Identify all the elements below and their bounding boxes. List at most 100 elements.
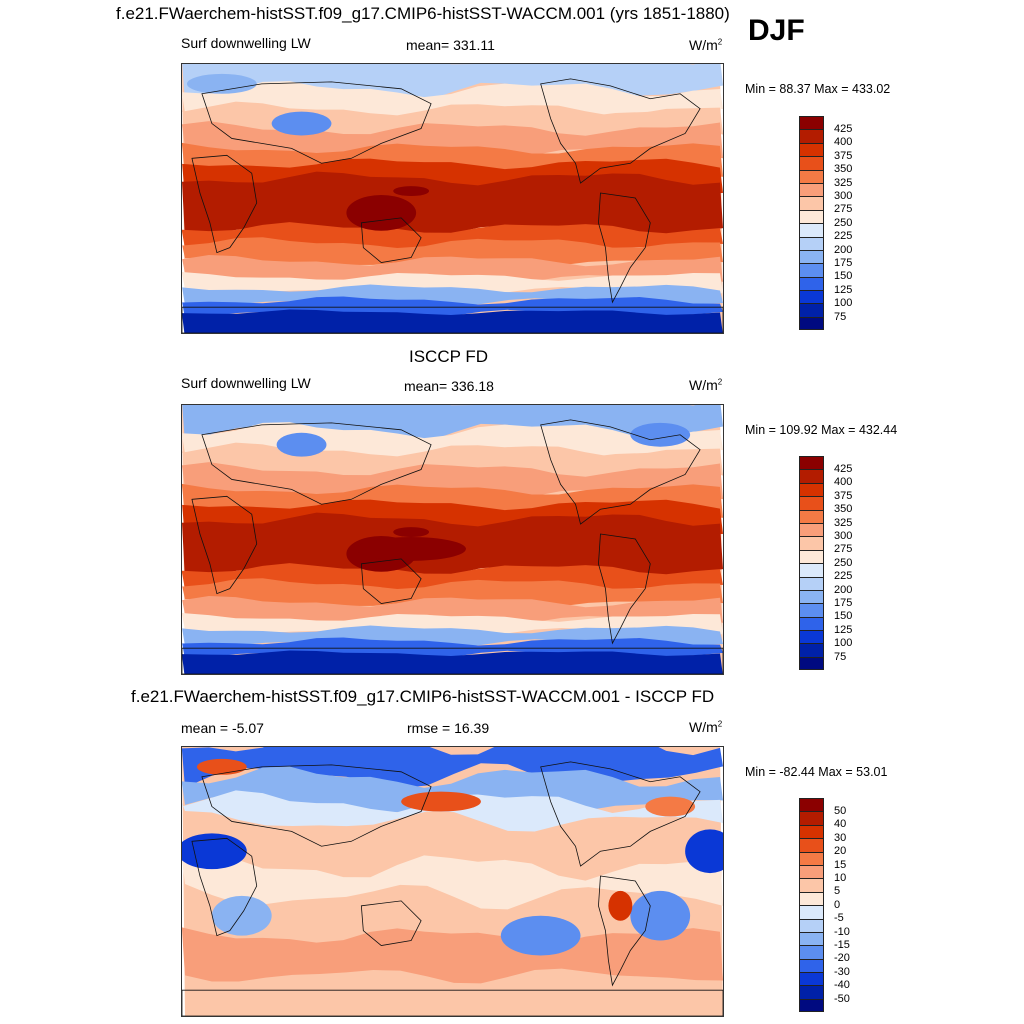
colorbar-tick-label: 175 [834, 256, 853, 269]
colorbar-segment [800, 945, 823, 959]
colorbar-segment [800, 116, 823, 130]
panel-2-colorbar [799, 456, 824, 671]
field-contour [685, 829, 723, 874]
colorbar-segment [800, 209, 823, 224]
colorbar-tick-label: 30 [834, 831, 847, 844]
panel-1-title: f.e21.FWaerchem-histSST.f09_g17.CMIP6-hi… [116, 4, 730, 23]
colorbar-segment [800, 589, 823, 604]
field-contour [182, 833, 247, 870]
colorbar-tick-label: 100 [834, 637, 853, 650]
colorbar-segment [800, 496, 823, 510]
colorbar-segment [800, 630, 823, 644]
colorbar-segment [800, 236, 823, 250]
coastline [598, 533, 651, 645]
colorbar-tick-label: 200 [834, 243, 853, 256]
panel-1-map [181, 63, 724, 334]
panel-3-mean-label: mean = -5.07 [181, 720, 264, 736]
coastline [201, 764, 432, 847]
colorbar-tick-label: 150 [834, 610, 853, 623]
coastline [540, 419, 701, 525]
colorbar-tick-label: 0 [834, 898, 841, 911]
colorbar-segment [800, 905, 823, 919]
panel-3-minmax: Min = -82.44 Max = 53.01 [745, 765, 888, 779]
colorbar-tick-label: 5 [834, 885, 841, 898]
colorbar-segment [800, 290, 823, 304]
field-contour [276, 432, 327, 457]
colorbar-tick-label: -10 [834, 925, 850, 938]
colorbar-tick-label: 50 [834, 804, 847, 817]
colorbar-segment [800, 891, 823, 906]
panel-1-minmax: Min = 88.37 Max = 433.02 [745, 82, 891, 96]
panel-1-mean-label: mean= 331.11 [406, 37, 495, 53]
colorbar-segment [800, 249, 823, 264]
colorbar-tick-label: 350 [834, 503, 853, 516]
colorbar-tick-label: -50 [834, 992, 850, 1005]
colorbar-tick-label: 100 [834, 297, 853, 310]
colorbar-segment [800, 456, 823, 470]
colorbar-segment [800, 998, 823, 1013]
field-contour [182, 927, 723, 984]
colorbar-tick-label: 375 [834, 489, 853, 502]
field-contour [393, 186, 430, 197]
colorbar-segment [800, 196, 823, 210]
field-contour [630, 422, 691, 447]
colorbar-segment [800, 276, 823, 291]
coastline [360, 558, 422, 604]
colorbar-segment [800, 169, 823, 183]
colorbar-segment [800, 931, 823, 946]
colorbar-tick-label: 175 [834, 596, 853, 609]
field-contour [182, 650, 723, 674]
colorbar-tick-label: 375 [834, 149, 853, 162]
colorbar-segment [800, 576, 823, 590]
field-contour [182, 612, 723, 636]
colorbar-tick-label: 200 [834, 583, 853, 596]
colorbar-segment [800, 838, 823, 852]
field-contour [182, 271, 723, 295]
field-contour [186, 73, 257, 94]
colorbar-tick-label: -5 [834, 912, 844, 925]
colorbar-tick-label: 75 [834, 650, 847, 663]
colorbar-segment [800, 509, 823, 523]
coastline [360, 217, 422, 263]
panel-2-title: ISCCP FD [409, 347, 489, 366]
colorbar-segment [800, 156, 823, 170]
colorbar-tick-label: 15 [834, 858, 847, 871]
colorbar-segment [800, 972, 823, 986]
colorbar-tick-label: 250 [834, 556, 853, 569]
panel-2-mean-label: mean= 336.18 [404, 378, 494, 394]
colorbar-tick-label: 325 [834, 176, 853, 189]
colorbar-tick-label: 350 [834, 163, 853, 176]
colorbar-tick-label: 75 [834, 310, 847, 323]
coastline [182, 647, 723, 674]
colorbar-segment [800, 469, 823, 483]
colorbar-tick-label: 275 [834, 543, 853, 556]
panel-3-rmse-label: rmse = 16.39 [407, 720, 490, 736]
field-contour [182, 851, 723, 910]
panel-1-units: W/m2 [689, 37, 723, 53]
panel-3-map [181, 746, 724, 1017]
colorbar-segment [800, 918, 823, 932]
colorbar-tick-label: 300 [834, 529, 853, 542]
colorbar-segment [800, 482, 823, 497]
colorbar-tick-label: 20 [834, 845, 847, 858]
colorbar-segment [800, 864, 823, 879]
colorbar-segment [800, 142, 823, 157]
panel-1-colorbar [799, 116, 824, 331]
colorbar-tick-label: 225 [834, 570, 853, 583]
coastline [182, 989, 723, 1016]
colorbar-segment [800, 811, 823, 825]
coastline [182, 306, 723, 333]
colorbar-tick-label: 125 [834, 623, 853, 636]
field-contour [182, 595, 723, 626]
panel-2-variable-label: Surf downwelling LW [181, 375, 311, 391]
colorbar-segment [800, 182, 823, 197]
coastline [191, 154, 258, 254]
colorbar-tick-label: 400 [834, 136, 853, 149]
coastline [191, 837, 258, 937]
colorbar-segment [800, 549, 823, 564]
colorbar-segment [800, 223, 823, 237]
field-contour [182, 237, 723, 268]
colorbar-tick-label: 275 [834, 203, 853, 216]
colorbar-segment [800, 985, 823, 999]
colorbar-segment [800, 851, 823, 865]
